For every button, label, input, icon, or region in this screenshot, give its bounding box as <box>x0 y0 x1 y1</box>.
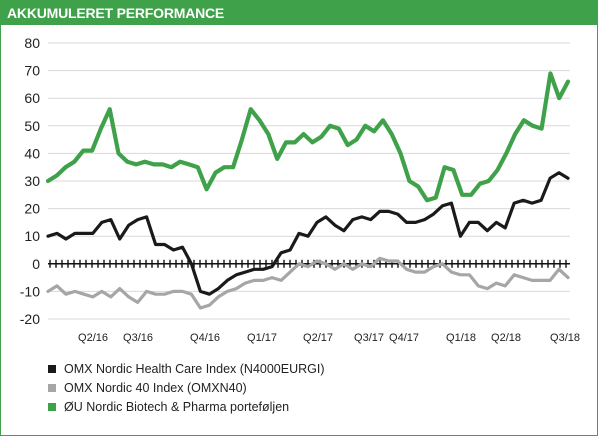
legend-label: OMX Nordic Health Care Index (N4000EURGI… <box>64 361 325 376</box>
y-tick-label: 50 <box>24 118 40 134</box>
y-tick-label: -10 <box>20 283 40 299</box>
y-tick-label: 30 <box>24 173 40 189</box>
x-tick-label: Q4/17 <box>389 332 419 344</box>
y-tick-label: 70 <box>24 63 40 79</box>
legend-swatch <box>48 383 56 392</box>
y-tick-label: 10 <box>24 228 40 244</box>
y-tick-label: 40 <box>24 145 40 161</box>
x-tick-label: Q2/18 <box>491 332 521 344</box>
y-tick-label: -20 <box>20 311 40 327</box>
legend-item: OMX Nordic 40 Index (OMXN40) <box>48 378 325 397</box>
x-tick-label: Q4/16 <box>190 332 220 344</box>
y-tick-label: 60 <box>24 90 40 106</box>
y-tick-label: 0 <box>32 256 40 272</box>
y-tick-label: 20 <box>24 201 40 217</box>
x-tick-label: Q3/18 <box>550 332 580 344</box>
legend-label: ØU Nordic Biotech & Pharma porteføljen <box>64 399 290 414</box>
x-tick-label: Q1/17 <box>247 332 277 344</box>
legend-label: OMX Nordic 40 Index (OMXN40) <box>64 380 247 395</box>
chart-legend: OMX Nordic Health Care Index (N4000EURGI… <box>48 359 325 416</box>
x-tick-label: Q1/18 <box>446 332 476 344</box>
chart-title: AKKUMULERET PERFORMANCE <box>7 5 225 21</box>
x-tick-label: Q2/16 <box>78 332 108 344</box>
x-tick-label: Q3/17 <box>354 332 384 344</box>
legend-swatch <box>48 402 56 411</box>
legend-item: OMX Nordic Health Care Index (N4000EURGI… <box>48 359 325 378</box>
x-tick-label: Q2/17 <box>303 332 333 344</box>
series-line <box>46 171 570 296</box>
legend-item: ØU Nordic Biotech & Pharma porteføljen <box>48 397 325 416</box>
series-line <box>45 71 571 203</box>
legend-swatch <box>48 364 56 373</box>
chart-header: AKKUMULERET PERFORMANCE <box>1 1 597 25</box>
series-line <box>46 256 570 310</box>
y-tick-label: 80 <box>24 35 40 51</box>
x-tick-label: Q3/16 <box>123 332 153 344</box>
